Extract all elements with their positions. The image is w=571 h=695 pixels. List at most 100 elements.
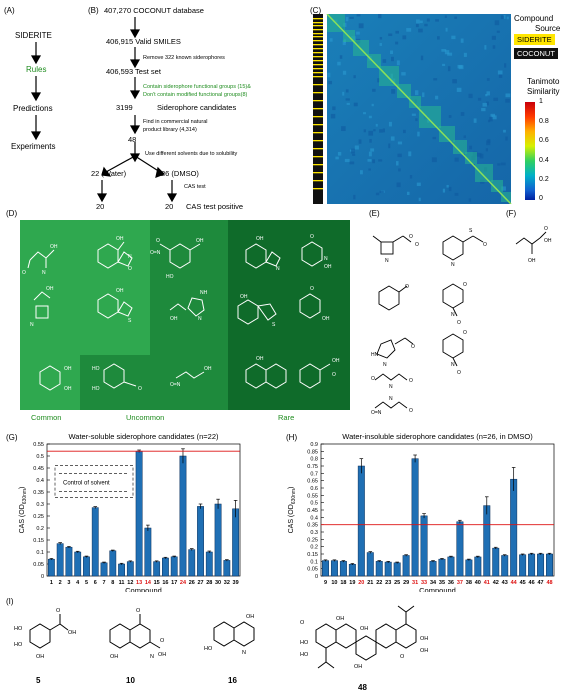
heatmap-cell [396, 182, 401, 188]
common-lower-bg [20, 220, 150, 355]
bar [546, 553, 553, 577]
heatmap-cell [368, 151, 372, 157]
heatmap-cell [447, 66, 451, 72]
step-experiments: Experiments [11, 142, 56, 151]
siderite-stripe [313, 100, 323, 102]
siderite-stripe [313, 148, 323, 150]
y-tick-label: 0 [315, 574, 318, 580]
heatmap-cell [489, 117, 493, 122]
heatmap-cell [451, 35, 456, 40]
bar [474, 556, 482, 577]
heatmap-cell [504, 63, 507, 68]
heatmap-cell [486, 78, 490, 81]
heatmap-cell [379, 190, 384, 194]
heatmap-cell [349, 161, 355, 165]
siderite-stripe [313, 68, 323, 70]
heatmap-cell [445, 27, 448, 32]
y-tick-label: 0.2 [310, 545, 318, 551]
bar [510, 478, 518, 577]
heatmap-cell [353, 75, 356, 79]
heatmap-cell [503, 129, 506, 133]
bar [118, 563, 125, 577]
heatmap-cell [477, 97, 482, 101]
heatmap-cell [442, 188, 446, 193]
heatmap-cell [388, 121, 392, 127]
heatmap-cell [424, 23, 428, 27]
y-tick-label: 0.1 [36, 550, 44, 556]
heatmap-cell [328, 80, 333, 85]
panel-a-letter: (A) [4, 6, 15, 15]
x-tick-label: 17 [171, 580, 177, 586]
y-axis-label: CAS (OD630nm) [288, 487, 297, 534]
x-tick-label: 30 [215, 580, 221, 586]
svg-text:OH: OH [240, 294, 248, 300]
svg-text:N: N [389, 384, 393, 390]
svg-text:HO: HO [14, 626, 23, 632]
panel-i-structures: O OH HO HO OH O OH N OH O HO N OH O OH HO HO OH OH OH OH… [14, 605, 428, 692]
heatmap-cell [345, 89, 349, 93]
svg-text:HN: HN [371, 352, 379, 358]
heatmap-cell [417, 131, 420, 137]
heatmap-cell [395, 41, 399, 45]
heatmap-clusters [326, 14, 512, 204]
heatmap-cell [444, 50, 450, 55]
svg-text:OH: OH [50, 244, 58, 250]
svg-text:OH: OH [116, 236, 124, 242]
siderite-stripe [313, 172, 323, 174]
x-tick-label: 42 [493, 580, 499, 586]
bar [100, 562, 108, 577]
heatmap-cell [342, 70, 347, 75]
panel-c: (C) Compound Source SIDERITE COCONUT Tan… [305, 0, 571, 210]
siderite-stripe [313, 22, 323, 24]
panel-e-letter: (E) [369, 209, 380, 218]
heatmap-cell [354, 145, 359, 150]
heatmap-cell [497, 163, 501, 166]
svg-text:NH: NH [200, 290, 208, 296]
compound-label-10: 10 [126, 676, 135, 685]
siderite-stripe [313, 29, 323, 31]
bar [83, 556, 90, 577]
scale-tick-04: 0.4 [539, 157, 549, 164]
bar [179, 455, 187, 577]
heatmap-cell [506, 16, 509, 20]
x-tick-label: 29 [403, 580, 409, 586]
heatmap-cell [442, 63, 446, 67]
bar [144, 527, 152, 577]
heatmap-cell [408, 151, 412, 157]
y-tick-label: 0.15 [307, 552, 318, 558]
y-tick-label: 0.4 [36, 478, 44, 484]
compound-label-16: 16 [228, 676, 237, 685]
bar [429, 561, 437, 577]
x-tick-label: 25 [394, 580, 400, 586]
svg-text:O: O [310, 286, 314, 292]
heatmap-cell [397, 141, 403, 145]
legend-siderite: SIDERITE [514, 34, 555, 45]
svg-text:O: O [310, 234, 314, 240]
siderite-stripe [313, 124, 323, 126]
heatmap-cell [491, 35, 496, 40]
siderite-stripe [313, 40, 323, 42]
x-tick-label: 18 [340, 580, 346, 586]
svg-text:O: O [463, 330, 467, 336]
b-right20: 20 [165, 202, 174, 211]
x-tick-label: 13 [136, 580, 142, 586]
svg-text:OH: OH [256, 236, 264, 242]
heatmap-cell [426, 18, 430, 22]
heatmap-cell [435, 19, 439, 22]
heatmap-cell [345, 16, 349, 22]
compound-label-48: 48 [358, 683, 367, 692]
heatmap-cell [419, 20, 423, 24]
heatmap-cell [369, 138, 372, 143]
x-tick-label: 48 [546, 580, 552, 586]
category-rare: Rare [278, 413, 295, 422]
plot-frame [46, 443, 241, 577]
bar [214, 503, 222, 577]
y-tick-label: 0.4 [310, 515, 318, 521]
heatmap-cell [397, 153, 402, 158]
x-tick-label: 35 [439, 580, 445, 586]
svg-text:OH: OH [332, 358, 340, 364]
heatmap-cell [420, 55, 424, 61]
x-tick-label: 24 [180, 580, 187, 586]
b-solvent-note: Use different solvents due to solubility [145, 151, 238, 157]
svg-text:S: S [128, 318, 132, 324]
